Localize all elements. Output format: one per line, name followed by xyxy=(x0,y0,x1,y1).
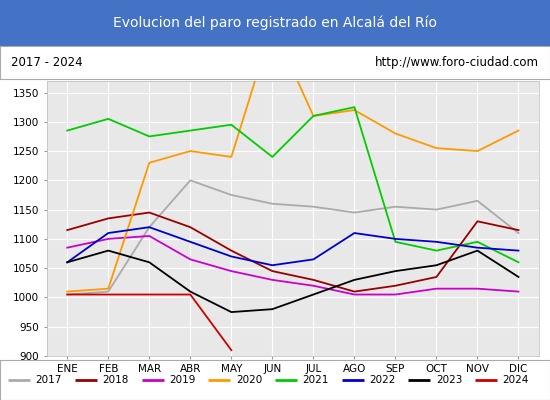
Text: 2022: 2022 xyxy=(369,375,395,385)
Text: 2023: 2023 xyxy=(436,375,462,385)
Text: 2017: 2017 xyxy=(36,375,62,385)
Text: 2019: 2019 xyxy=(169,375,195,385)
Text: 2021: 2021 xyxy=(302,375,329,385)
Text: 2020: 2020 xyxy=(236,375,262,385)
Text: 2024: 2024 xyxy=(503,375,529,385)
Text: http://www.foro-ciudad.com: http://www.foro-ciudad.com xyxy=(375,56,539,69)
Text: 2017 - 2024: 2017 - 2024 xyxy=(11,56,82,69)
Text: 2018: 2018 xyxy=(102,375,129,385)
Text: Evolucion del paro registrado en Alcalá del Río: Evolucion del paro registrado en Alcalá … xyxy=(113,16,437,30)
